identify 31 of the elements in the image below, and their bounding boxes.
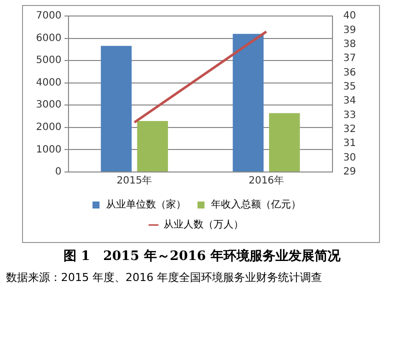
y-tick-label: 7000 — [36, 10, 62, 22]
y2-tick-label: 37 — [343, 53, 356, 64]
legend-label: 年收入总额（亿元） — [211, 198, 301, 211]
bar — [269, 113, 300, 172]
bar — [137, 120, 168, 172]
y-tick-label: 5000 — [36, 55, 62, 66]
source-note: 数据来源：2015 年度、2016 年度全国环境服务业财务统计调查 — [6, 270, 323, 285]
legend-label: 从业人数（万人） — [164, 218, 244, 231]
y-tick-label: 4000 — [36, 77, 62, 88]
legend-label: 从业单位数（家） — [106, 198, 186, 211]
y-tick-label: 3000 — [36, 100, 62, 111]
y2-tick-label: 36 — [343, 67, 356, 78]
y2-tick-label: 40 — [343, 10, 356, 22]
bar — [100, 46, 132, 172]
y2-tick-label: 39 — [343, 24, 356, 36]
y2-tick-label: 29 — [343, 166, 356, 178]
y-tick-label: 2000 — [36, 122, 62, 134]
y-tick-label: 0 — [55, 166, 62, 178]
x-tick-label: 2015年 — [116, 174, 152, 187]
y2-tick-label: 34 — [343, 96, 356, 107]
text: 图 1 2015 年～2016 年环境服务业发展简况 — [62, 248, 342, 265]
y2-tick-label: 38 — [343, 38, 356, 50]
y2-tick-label: 30 — [343, 152, 356, 164]
y2-tick-label: 32 — [343, 124, 356, 136]
y2-tick-label: 35 — [343, 82, 356, 93]
bar — [232, 34, 264, 172]
y-tick-label: 1000 — [36, 144, 62, 156]
y2-tick-label: 31 — [343, 138, 356, 150]
y2-tick-label: 33 — [343, 110, 356, 121]
x-tick-label: 2016年 — [248, 174, 284, 187]
y-tick-label: 6000 — [36, 32, 62, 44]
